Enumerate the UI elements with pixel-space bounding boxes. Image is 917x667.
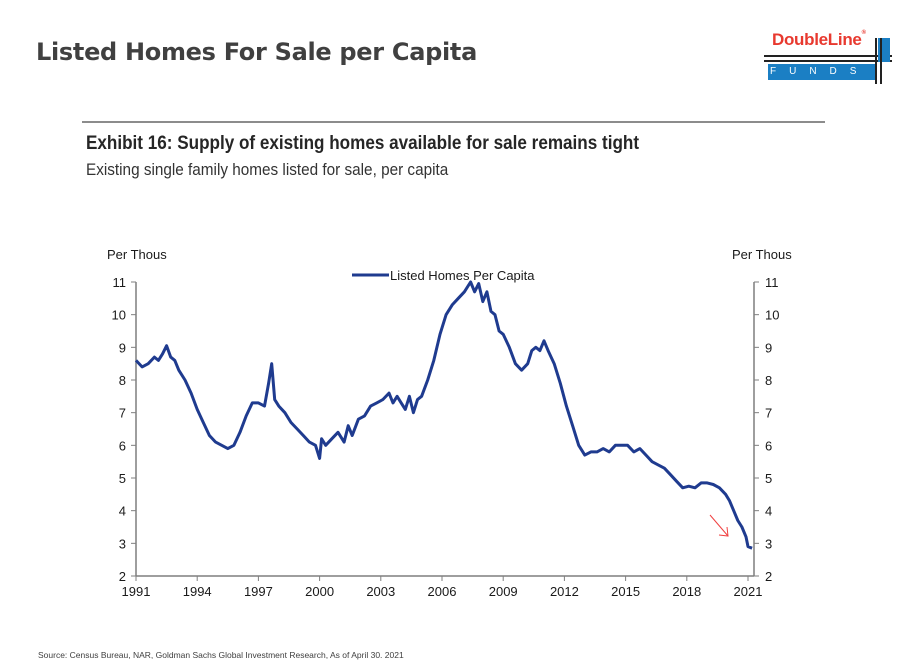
y-tick-label-left: 7 [119,406,126,421]
trend-arrow-annotation [709,514,729,537]
x-tick-label: 2015 [611,584,640,599]
logo-registered-mark: ® [861,30,866,36]
x-tick-label: 2000 [305,584,334,599]
y-axis-title-right: Per Thous [732,247,792,262]
logo-rule-v1 [875,38,877,84]
y-tick-label-right: 7 [765,406,772,421]
y-tick-label-right: 9 [765,340,772,355]
exhibit-divider [82,121,825,123]
y-tick-label-right: 4 [765,504,772,519]
y-tick-label-left: 9 [119,340,126,355]
arrow-shaft [709,514,729,537]
y-axis-title-left: Per Thous [107,247,167,262]
logo-rule-mid [764,60,892,62]
y-tick-label-left: 3 [119,536,126,551]
logo-name: DoubleLine [772,30,862,49]
logo-wordmark: DoubleLine® [772,30,866,50]
logo-band [768,64,876,80]
x-tick-label: 2009 [489,584,518,599]
x-tick-label: 2018 [672,584,701,599]
y-tick-label-right: 8 [765,373,772,388]
y-tick-label-right: 11 [765,275,779,290]
legend: Listed Homes Per Capita [352,268,535,283]
arrow-head [718,526,729,537]
y-tick-label-right: 5 [765,471,772,486]
y-tick-label-left: 6 [119,438,126,453]
logo-funds-text: FUNDS [770,66,870,77]
logo-rule-top [764,55,892,57]
doubleline-logo: DoubleLine® FUNDS [764,30,892,84]
y-tick-label-left: 11 [113,275,127,290]
page-title: Listed Homes For Sale per Capita [36,38,477,66]
legend-label: Listed Homes Per Capita [390,268,535,283]
y-tick-label-left: 8 [119,373,126,388]
y-tick-label-left: 4 [119,504,126,519]
y-tick-label-right: 2 [765,569,772,584]
x-tick-label: 1994 [183,584,212,599]
series-group [134,280,753,550]
x-tick-label: 1991 [122,584,151,599]
exhibit-title: Exhibit 16: Supply of existing homes ava… [86,133,640,154]
y-tick-label-left: 2 [119,569,126,584]
x-tick-label: 2003 [366,584,395,599]
y-tick-label-left: 5 [119,471,126,486]
exhibit-subtitle: Existing single family homes listed for … [86,160,449,179]
x-tick-label: 2021 [734,584,763,599]
source-note: Source: Census Bureau, NAR, Goldman Sach… [38,650,404,660]
logo-rule-v2 [880,38,882,84]
series-line-listed-homes-per-capita [134,280,753,550]
x-tick-label: 2012 [550,584,579,599]
y-tick-label-right: 10 [765,308,779,323]
axes [135,282,755,577]
y-tick-label-left: 10 [112,308,126,323]
y-tick-label-right: 6 [765,438,772,453]
x-tick-label: 2006 [428,584,457,599]
ticks: 2 2 3 3 4 4 5 5 6 6 7 7 8 8 9 9 10 10 11 11 1991 1994 1997 2000… [112,275,780,599]
y-tick-label-right: 3 [765,536,772,551]
x-tick-label: 1997 [244,584,273,599]
